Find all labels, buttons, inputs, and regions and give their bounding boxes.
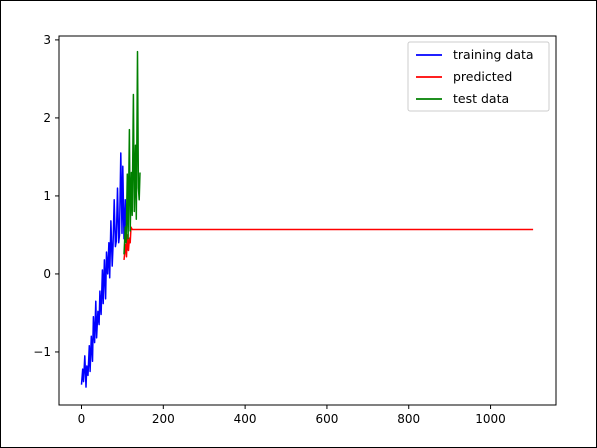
x-tick-label: 400 [234,412,257,426]
series-line-training-data [82,153,128,387]
y-axis-ticks: −1 0 1 2 3 [33,33,59,359]
y-tick-label: 1 [43,189,51,203]
x-tick-label: 800 [397,412,420,426]
x-tick-label: 200 [152,412,175,426]
legend-training-data-label: training data [453,47,534,62]
x-tick-label: 600 [315,412,338,426]
legend-test-data-label: test data [453,91,509,106]
y-tick-label: 3 [43,33,51,47]
x-tick-label: 1000 [475,412,506,426]
y-tick-label: 0 [43,267,51,281]
legend-predicted-label: predicted [453,69,512,84]
series-line-test-data [124,52,140,255]
y-tick-label: 2 [43,111,51,125]
x-axis-ticks: 0 200 400 600 800 1000 [78,405,506,426]
series-line-predicted [124,227,533,260]
legend: training data predicted test data [408,42,549,111]
x-tick-label: 0 [78,412,86,426]
y-tick-label: −1 [33,345,51,359]
